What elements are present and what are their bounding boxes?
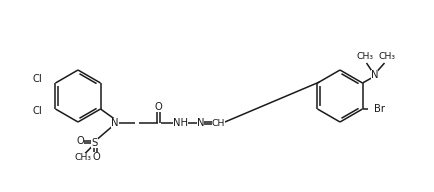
Text: NH: NH — [173, 118, 188, 128]
Text: S: S — [92, 138, 98, 148]
Text: Br: Br — [374, 104, 385, 114]
Text: CH₃: CH₃ — [378, 52, 395, 61]
Text: O: O — [155, 102, 162, 112]
Text: CH₃: CH₃ — [74, 152, 91, 161]
Text: N: N — [111, 118, 118, 128]
Text: O: O — [77, 136, 84, 146]
Text: N: N — [197, 118, 204, 128]
Text: CH₃: CH₃ — [356, 52, 373, 61]
Text: CH: CH — [212, 118, 225, 127]
Text: N: N — [371, 70, 378, 80]
Text: Cl: Cl — [33, 74, 43, 84]
Text: O: O — [92, 152, 100, 162]
Text: Cl: Cl — [33, 106, 43, 116]
